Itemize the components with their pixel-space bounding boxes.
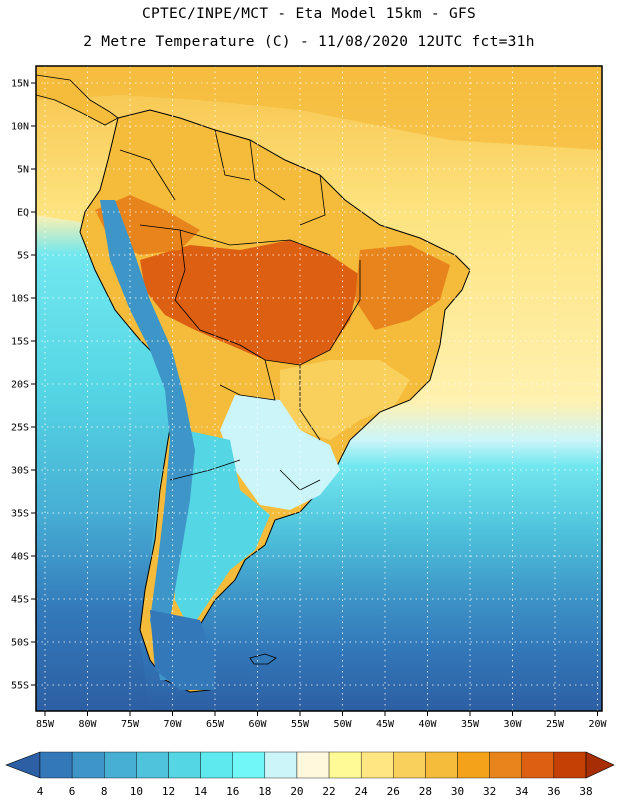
lon-tick-label: 70W	[163, 719, 182, 730]
colorbar-right-arrow	[585, 751, 615, 779]
colorbar-swatch	[328, 751, 362, 779]
pampas-cool-zone	[220, 395, 340, 510]
colorbar-label: 4	[37, 785, 44, 798]
colorbar-swatch	[39, 751, 73, 779]
lon-tick-label: 35W	[461, 719, 480, 730]
central-america-land	[36, 74, 119, 126]
latitude-axis: 15N 10N 5N EQ 5S 10S 15S 20S 25S 30S 35S 40S 45S 50S 5…	[11, 79, 36, 692]
lat-tick-label: 10S	[11, 294, 29, 305]
colorbar-label: 6	[69, 785, 76, 798]
interior-hot-zone	[140, 240, 360, 365]
northeast-warm-zone	[355, 245, 450, 330]
colorbar-swatch	[104, 751, 137, 779]
colorbar-label: 34	[515, 785, 529, 798]
pacific-ocean-field	[36, 215, 175, 711]
lat-tick-label: 30S	[11, 466, 29, 477]
graticule	[36, 66, 602, 711]
colorbar-swatch	[136, 751, 169, 779]
lon-tick-label: 75W	[121, 719, 140, 730]
colorbar-label: 8	[101, 785, 108, 798]
andes-cold-strip	[100, 200, 195, 680]
chart-title-line-1: CPTEC/INPE/MCT - Eta Model 15km - GFS	[141, 6, 477, 22]
colorbar-label: 28	[419, 785, 432, 798]
lat-tick-label: 45S	[11, 595, 29, 606]
colorbar-label: 16	[226, 785, 239, 798]
colorbar-swatch	[264, 751, 298, 779]
lat-tick-label: 15N	[11, 79, 29, 90]
lon-tick-label: 25W	[546, 719, 565, 730]
lat-tick-label: EQ	[17, 208, 29, 219]
colorbar-label: 38	[579, 785, 592, 798]
longitude-axis: 85W 80W 75W 70W 65W 60W 55W 50W 45W 40W 35W 30W 25W 2…	[36, 711, 608, 730]
colorbar: 4 6 8 10 12 14 16 18 20 22 24 26 28 30 32 34 36 38	[5, 751, 615, 798]
southeast-warm-zone	[280, 360, 410, 440]
colorbar-swatch	[553, 751, 587, 779]
colorbar-swatch	[232, 751, 266, 779]
colorbar-left-arrow	[5, 751, 41, 779]
southern-tip-cold	[150, 610, 215, 690]
lat-tick-label: 40S	[11, 552, 29, 563]
colorbar-label: 32	[483, 785, 496, 798]
colorbar-label: 30	[451, 785, 464, 798]
lon-tick-label: 50W	[333, 719, 352, 730]
lat-tick-label: 15S	[11, 337, 29, 348]
lon-tick-label: 20W	[588, 719, 607, 730]
colorbar-label: 12	[162, 785, 175, 798]
colorbar-swatch	[425, 751, 458, 779]
colorbar-label: 22	[322, 785, 335, 798]
colorbar-swatch	[360, 751, 394, 779]
colorbar-label: 10	[130, 785, 143, 798]
colorbar-swatch	[71, 751, 105, 779]
lat-tick-label: 5N	[17, 165, 29, 176]
lat-tick-label: 20S	[11, 380, 29, 391]
lat-tick-label: 25S	[11, 423, 29, 434]
colorbar-swatch	[457, 751, 490, 779]
colorbar-swatch	[168, 751, 201, 779]
patagonia-cold-zone	[175, 430, 270, 630]
lon-tick-label: 40W	[418, 719, 437, 730]
lon-tick-label: 45W	[376, 719, 395, 730]
colorbar-swatch	[393, 751, 426, 779]
map-frame	[35, 65, 603, 712]
lon-tick-label: 85W	[36, 719, 55, 730]
lon-tick-label: 80W	[78, 719, 97, 730]
colorbar-swatch	[521, 751, 555, 779]
colorbar-swatch	[489, 751, 522, 779]
lat-tick-label: 5S	[17, 251, 29, 262]
colorbar-label: 14	[194, 785, 208, 798]
colorbar-label: 24	[355, 785, 369, 798]
lat-tick-label: 10N	[11, 122, 29, 133]
caribbean-warm-field	[36, 66, 602, 150]
lon-tick-label: 65W	[206, 719, 225, 730]
lon-tick-label: 30W	[503, 719, 522, 730]
colorbar-label: 26	[387, 785, 400, 798]
colorbar-label: 36	[547, 785, 560, 798]
lat-tick-label: 35S	[11, 509, 29, 520]
lon-tick-label: 55W	[291, 719, 310, 730]
colorbar-swatch	[296, 751, 330, 779]
falkland-islands	[249, 653, 277, 665]
colorbar-label: 18	[258, 785, 271, 798]
chart-title-line-2: 2 Metre Temperature (C) - 11/08/2020 12U…	[83, 34, 535, 50]
colorbar-label: 20	[290, 785, 303, 798]
lat-tick-label: 55S	[11, 681, 29, 692]
lon-tick-label: 60W	[248, 719, 267, 730]
lat-tick-label: 50S	[11, 638, 29, 649]
country-borders	[119, 129, 361, 491]
colorbar-swatch	[200, 751, 233, 779]
